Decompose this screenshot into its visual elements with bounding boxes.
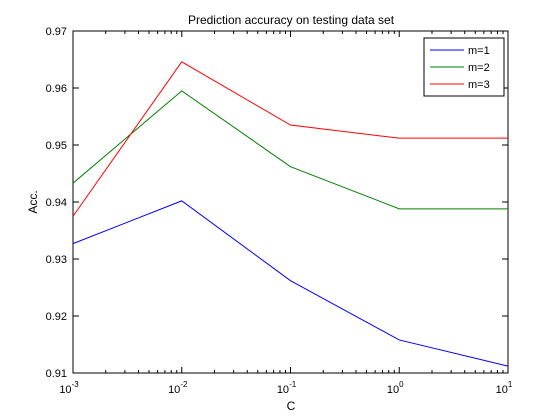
minor-ticks <box>105 31 504 373</box>
legend-label: m=1 <box>468 45 490 57</box>
series-line-m=3 <box>72 61 508 217</box>
y-tick-label: 0.92 <box>46 311 67 323</box>
y-axis-title: Acc. <box>26 190 40 213</box>
y-tick-labels: 0.91 0.92 0.93 0.94 0.95 0.96 0.97 <box>46 26 67 380</box>
y-tick-label: 0.97 <box>46 26 67 38</box>
y-tick-label: 0.93 <box>46 254 67 266</box>
x-tick-labels: 10-3 10-2 10-1 100 101 <box>59 380 513 396</box>
x-tick-label: 10-2 <box>168 380 188 396</box>
y-tick-label: 0.94 <box>46 197 67 209</box>
x-tick-label: 10-1 <box>277 380 297 396</box>
x-tick-label: 101 <box>496 380 513 396</box>
series-line-m=2 <box>72 90 508 210</box>
y-tick-label: 0.95 <box>46 140 67 152</box>
y-tick-label: 0.96 <box>46 83 67 95</box>
series-line-m=1 <box>72 200 509 367</box>
legend-label: m=3 <box>468 79 490 91</box>
x-tick-label: 100 <box>387 380 404 396</box>
legend: m=1 m=2 m=3 <box>423 37 505 97</box>
chart-title: Prediction accuracy on testing data set <box>188 13 395 27</box>
legend-label: m=2 <box>468 62 490 74</box>
x-tick-label: 10-3 <box>59 380 79 396</box>
x-axis-title: C <box>287 399 296 413</box>
series-lines <box>72 61 509 367</box>
major-ticks <box>72 30 509 374</box>
y-tick-label: 0.91 <box>46 368 67 380</box>
